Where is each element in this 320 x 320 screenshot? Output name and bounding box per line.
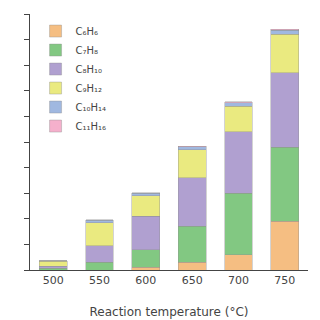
svg-text:C₉H₁₂: C₉H₁₂ [76,83,103,94]
svg-text:C₆H₆: C₆H₆ [76,26,99,37]
svg-text:Reaction temperature (°C): Reaction temperature (°C) [90,305,249,319]
svg-text:700: 700 [228,274,249,287]
svg-text:C₇H₈: C₇H₈ [76,45,99,56]
svg-text:C₁₁H₁₆: C₁₁H₁₆ [76,121,107,132]
svg-text:750: 750 [274,274,295,287]
svg-text:500: 500 [43,274,64,287]
svg-text:600: 600 [135,274,156,287]
svg-text:C₈H₁₀: C₈H₁₀ [76,64,103,75]
svg-text:650: 650 [182,274,203,287]
svg-text:550: 550 [89,274,110,287]
svg-text:C₁₀H₁₄: C₁₀H₁₄ [76,102,107,113]
